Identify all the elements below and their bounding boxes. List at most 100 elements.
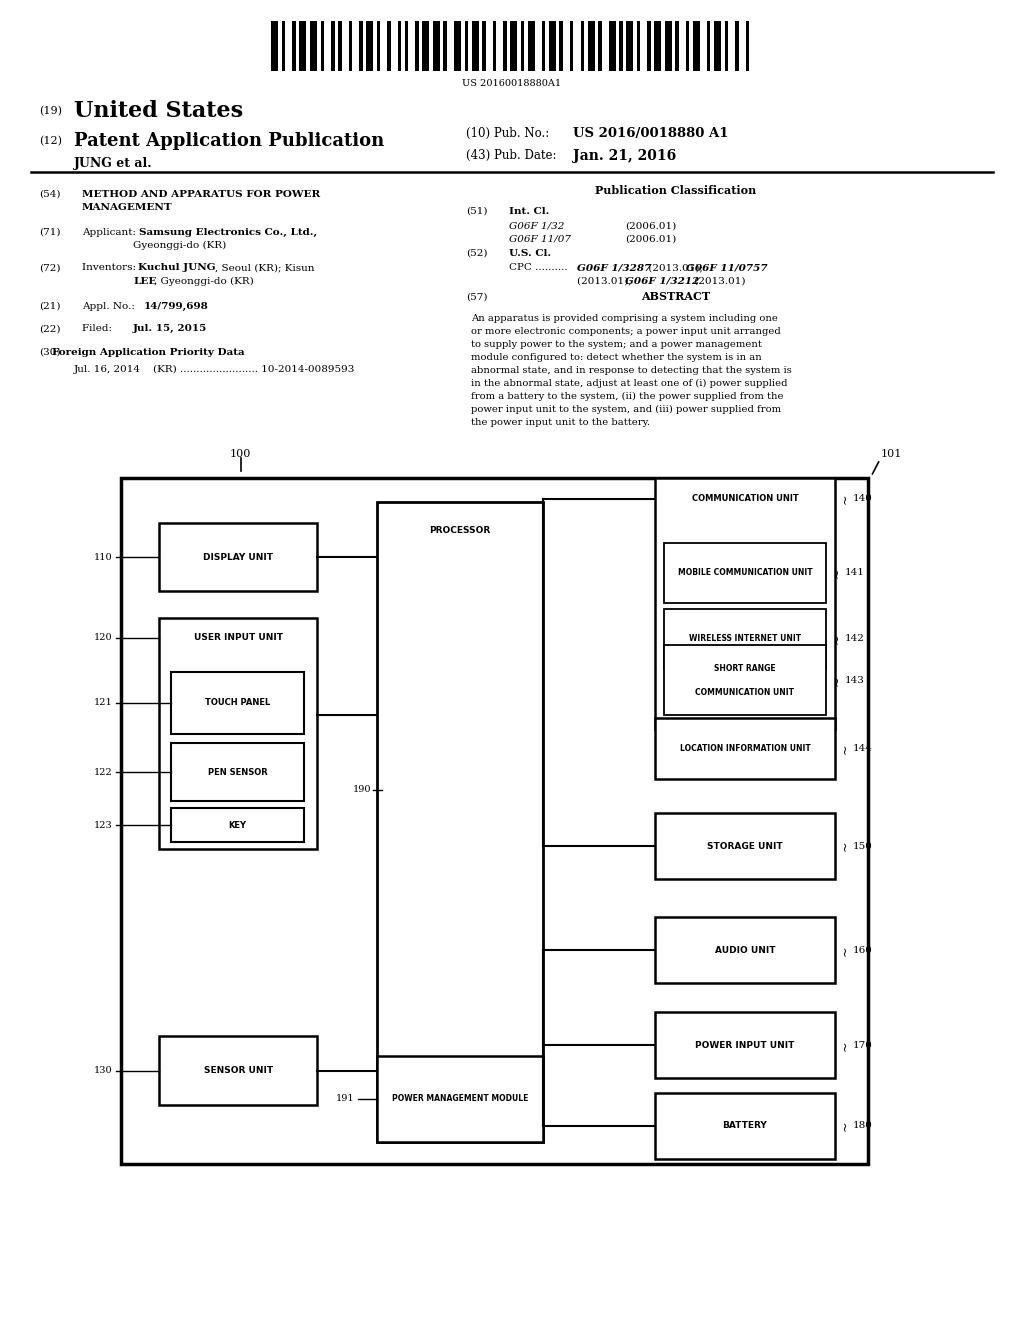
Bar <box>714 21 721 71</box>
Text: WIRELESS INTERNET UNIT: WIRELESS INTERNET UNIT <box>689 635 801 643</box>
FancyBboxPatch shape <box>377 502 543 1142</box>
Text: 100: 100 <box>230 449 251 459</box>
Bar <box>665 21 672 71</box>
Text: An apparatus is provided comprising a system including one
or more electronic co: An apparatus is provided comprising a sy… <box>471 314 792 426</box>
Bar <box>549 21 556 71</box>
Text: G06F 11/0757: G06F 11/0757 <box>686 264 768 272</box>
Text: 142: 142 <box>845 635 864 643</box>
Bar <box>493 21 497 71</box>
Text: 101: 101 <box>881 449 902 459</box>
Text: Inventors:: Inventors: <box>82 264 142 272</box>
Bar <box>321 21 324 71</box>
Text: 150: 150 <box>853 842 872 850</box>
FancyBboxPatch shape <box>159 523 317 591</box>
Text: SENSOR UNIT: SENSOR UNIT <box>204 1067 272 1074</box>
Text: 120: 120 <box>94 634 113 642</box>
Bar <box>588 21 595 71</box>
Bar <box>725 21 728 71</box>
Text: (2013.01);: (2013.01); <box>645 264 707 272</box>
Bar <box>620 21 623 71</box>
Text: 14/799,698: 14/799,698 <box>143 302 208 310</box>
Text: (10) Pub. No.:: (10) Pub. No.: <box>466 127 549 140</box>
Text: 110: 110 <box>94 553 113 561</box>
Text: COMMUNICATION UNIT: COMMUNICATION UNIT <box>691 495 799 503</box>
Text: (2006.01): (2006.01) <box>625 222 676 230</box>
Text: Jul. 16, 2014    (KR) ........................ 10-2014-0089593: Jul. 16, 2014 (KR) .....................… <box>74 366 355 374</box>
FancyBboxPatch shape <box>655 478 835 729</box>
Text: STORAGE UNIT: STORAGE UNIT <box>708 842 782 850</box>
FancyBboxPatch shape <box>664 609 826 669</box>
Text: 121: 121 <box>94 698 113 708</box>
FancyBboxPatch shape <box>655 718 835 779</box>
Text: 144: 144 <box>853 744 872 752</box>
Bar <box>398 21 401 71</box>
Text: ~: ~ <box>839 945 852 956</box>
Bar <box>359 21 362 71</box>
Bar <box>310 21 317 71</box>
Text: , Seoul (KR); Kisun: , Seoul (KR); Kisun <box>215 264 314 272</box>
Text: Appl. No.:: Appl. No.: <box>82 302 141 310</box>
Text: Publication Classification: Publication Classification <box>595 185 757 195</box>
Text: CPC ..........: CPC .......... <box>509 264 567 272</box>
Bar <box>735 21 738 71</box>
Text: U.S. Cl.: U.S. Cl. <box>509 249 551 257</box>
Text: G06F 1/3287: G06F 1/3287 <box>577 264 651 272</box>
Text: ~: ~ <box>830 676 844 685</box>
Text: 141: 141 <box>845 569 864 577</box>
Text: MOBILE COMMUNICATION UNIT: MOBILE COMMUNICATION UNIT <box>678 569 812 577</box>
Text: (22): (22) <box>39 325 60 333</box>
Text: DISPLAY UNIT: DISPLAY UNIT <box>203 553 273 561</box>
Text: POWER MANAGEMENT MODULE: POWER MANAGEMENT MODULE <box>391 1094 528 1104</box>
Text: ~: ~ <box>839 743 852 754</box>
FancyBboxPatch shape <box>121 478 868 1164</box>
Text: 122: 122 <box>94 768 113 776</box>
Text: COMMUNICATION UNIT: COMMUNICATION UNIT <box>695 688 795 697</box>
Bar <box>598 21 601 71</box>
Text: G06F 11/07: G06F 11/07 <box>509 235 571 243</box>
Text: ABSTRACT: ABSTRACT <box>641 292 711 302</box>
Text: 190: 190 <box>353 785 372 795</box>
Text: LEE: LEE <box>133 277 157 285</box>
Text: AUDIO UNIT: AUDIO UNIT <box>715 946 775 954</box>
Text: 123: 123 <box>94 821 113 829</box>
Text: BATTERY: BATTERY <box>723 1122 767 1130</box>
Text: (12): (12) <box>39 136 61 147</box>
Text: (2006.01): (2006.01) <box>625 235 676 243</box>
Text: (43) Pub. Date:: (43) Pub. Date: <box>466 149 556 162</box>
Text: KEY: KEY <box>228 821 247 829</box>
Text: United States: United States <box>74 100 243 121</box>
FancyBboxPatch shape <box>171 808 304 842</box>
Text: SHORT RANGE: SHORT RANGE <box>714 664 776 673</box>
Text: METHOD AND APPARATUS FOR POWER: METHOD AND APPARATUS FOR POWER <box>82 190 321 198</box>
Text: Samsung Electronics Co., Ltd.,: Samsung Electronics Co., Ltd., <box>139 228 317 236</box>
FancyBboxPatch shape <box>171 672 304 734</box>
Bar <box>465 21 468 71</box>
Text: US 2016/0018880 A1: US 2016/0018880 A1 <box>573 127 729 140</box>
Bar <box>443 21 447 71</box>
Text: (30): (30) <box>39 348 60 356</box>
Bar <box>299 21 306 71</box>
Text: ~: ~ <box>839 841 852 851</box>
Bar <box>423 21 429 71</box>
Bar <box>482 21 485 71</box>
Text: (51): (51) <box>466 207 487 215</box>
Text: (2013.01): (2013.01) <box>691 277 745 285</box>
Bar <box>454 21 461 71</box>
Text: PEN SENSOR: PEN SENSOR <box>208 768 267 776</box>
Text: US 20160018880A1: US 20160018880A1 <box>463 79 561 88</box>
Text: G06F 1/32: G06F 1/32 <box>509 222 564 230</box>
Bar <box>367 21 373 71</box>
Text: , Gyeonggi-do (KR): , Gyeonggi-do (KR) <box>154 277 253 285</box>
Text: ~: ~ <box>839 1040 852 1051</box>
Bar <box>686 21 689 71</box>
Text: Applicant:: Applicant: <box>82 228 142 236</box>
FancyBboxPatch shape <box>655 813 835 879</box>
Bar <box>647 21 651 71</box>
Bar <box>521 21 524 71</box>
Bar <box>637 21 640 71</box>
Text: (2013.01);: (2013.01); <box>577 277 635 285</box>
Text: (54): (54) <box>39 190 60 198</box>
Text: Patent Application Publication: Patent Application Publication <box>74 132 384 150</box>
Bar <box>608 21 615 71</box>
Bar <box>693 21 700 71</box>
